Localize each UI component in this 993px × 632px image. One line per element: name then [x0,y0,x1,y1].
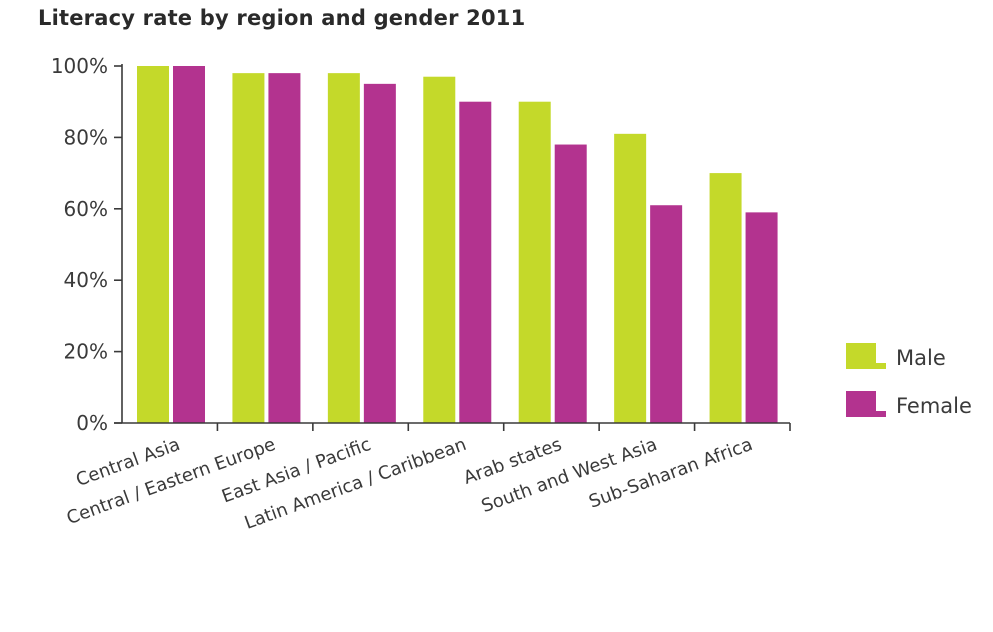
legend-label: Male [896,346,946,370]
y-tick-label: 100% [51,54,108,78]
bar-male-3 [423,76,456,424]
bar-female-1 [268,73,301,423]
bar-female-3 [459,101,492,423]
legend-swatch-tab [876,411,886,417]
legend-swatch [846,391,876,417]
bar-male-6 [709,173,742,423]
bar-female-4 [554,144,587,424]
y-tick-label: 60% [64,197,108,221]
legend-item-male: Male [846,343,946,370]
legend-swatch-tab [876,363,886,369]
bar-male-1 [232,73,265,423]
bar-male-0 [137,66,169,423]
legend-label: Female [896,394,972,418]
bar-female-0 [173,66,205,423]
chart-title: Literacy rate by region and gender 2011 [38,6,526,30]
legend-swatch [846,343,876,369]
bar-male-5 [614,133,647,423]
bar-female-6 [745,212,778,423]
legend-item-female: Female [846,391,972,418]
y-axis: 0% 20% 40% 60% 80% 100% [51,54,123,435]
y-tick-label: 0% [76,411,108,435]
bar-female-5 [650,205,683,423]
x-category-label: Sub-Saharan Africa [586,434,755,513]
bar-male-2 [327,73,360,423]
y-tick-label: 80% [64,125,108,149]
bar-male-4 [518,101,551,423]
bars [137,66,778,424]
legend: Male Female [846,343,972,418]
bar-female-2 [363,83,396,423]
y-tick-label: 20% [64,340,108,364]
y-tick-label: 40% [64,268,108,292]
